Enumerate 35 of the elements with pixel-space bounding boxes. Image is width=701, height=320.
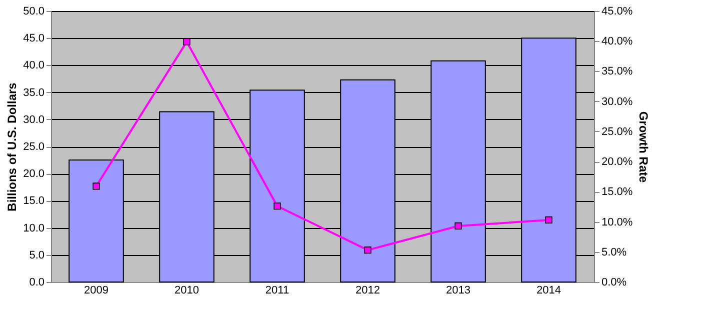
y-axis-title: Billions of U.S. Dollars — [5, 82, 20, 212]
x-tick-label: 2010 — [174, 284, 199, 296]
y2-tick-label: 25.0% — [602, 126, 633, 138]
y2-tick-label: 45.0% — [602, 6, 633, 18]
y2-tick-label: 20.0% — [602, 156, 633, 168]
point — [92, 182, 100, 190]
y2-tick-label: 15.0% — [602, 186, 633, 198]
y-tick-label: 30.0 — [23, 114, 44, 126]
y-tick-label: 5.0 — [29, 249, 44, 262]
point — [454, 222, 462, 230]
x-tick-label: 2014 — [536, 284, 561, 296]
y-tick-label: 45.0 — [23, 32, 44, 45]
y2-tick-label: 5.0% — [602, 246, 627, 258]
y2-tick-label: 0.0% — [602, 276, 627, 288]
y2-tick-label: 35.0% — [602, 66, 633, 78]
y-tick-label: 25.0 — [23, 141, 44, 153]
point — [183, 38, 190, 46]
point — [274, 202, 281, 210]
y-tick-label: 40.0 — [23, 60, 44, 72]
y2-axis-title: Growth Rate — [636, 111, 651, 183]
y2-tick-label: 40.0% — [602, 36, 633, 48]
x-tick-label: 2013 — [446, 284, 470, 296]
y2-tick-label: 30.0% — [602, 96, 633, 108]
x-tick-label: 2011 — [265, 284, 290, 296]
y2-tick-label: 10.0% — [602, 216, 633, 228]
y-tick-label: 50.0 — [23, 6, 44, 18]
point — [364, 246, 372, 254]
y-tick-label: 20.0 — [23, 168, 44, 180]
y-tick-label: 15.0 — [23, 195, 44, 208]
x-tick-label: 2012 — [356, 284, 380, 296]
y-tick-label: 35.0 — [23, 86, 44, 99]
y-tick-label: 0.0 — [29, 276, 44, 288]
point — [545, 216, 552, 224]
x-tick-label: 2009 — [84, 284, 108, 296]
y-tick-label: 10.0 — [23, 222, 44, 234]
